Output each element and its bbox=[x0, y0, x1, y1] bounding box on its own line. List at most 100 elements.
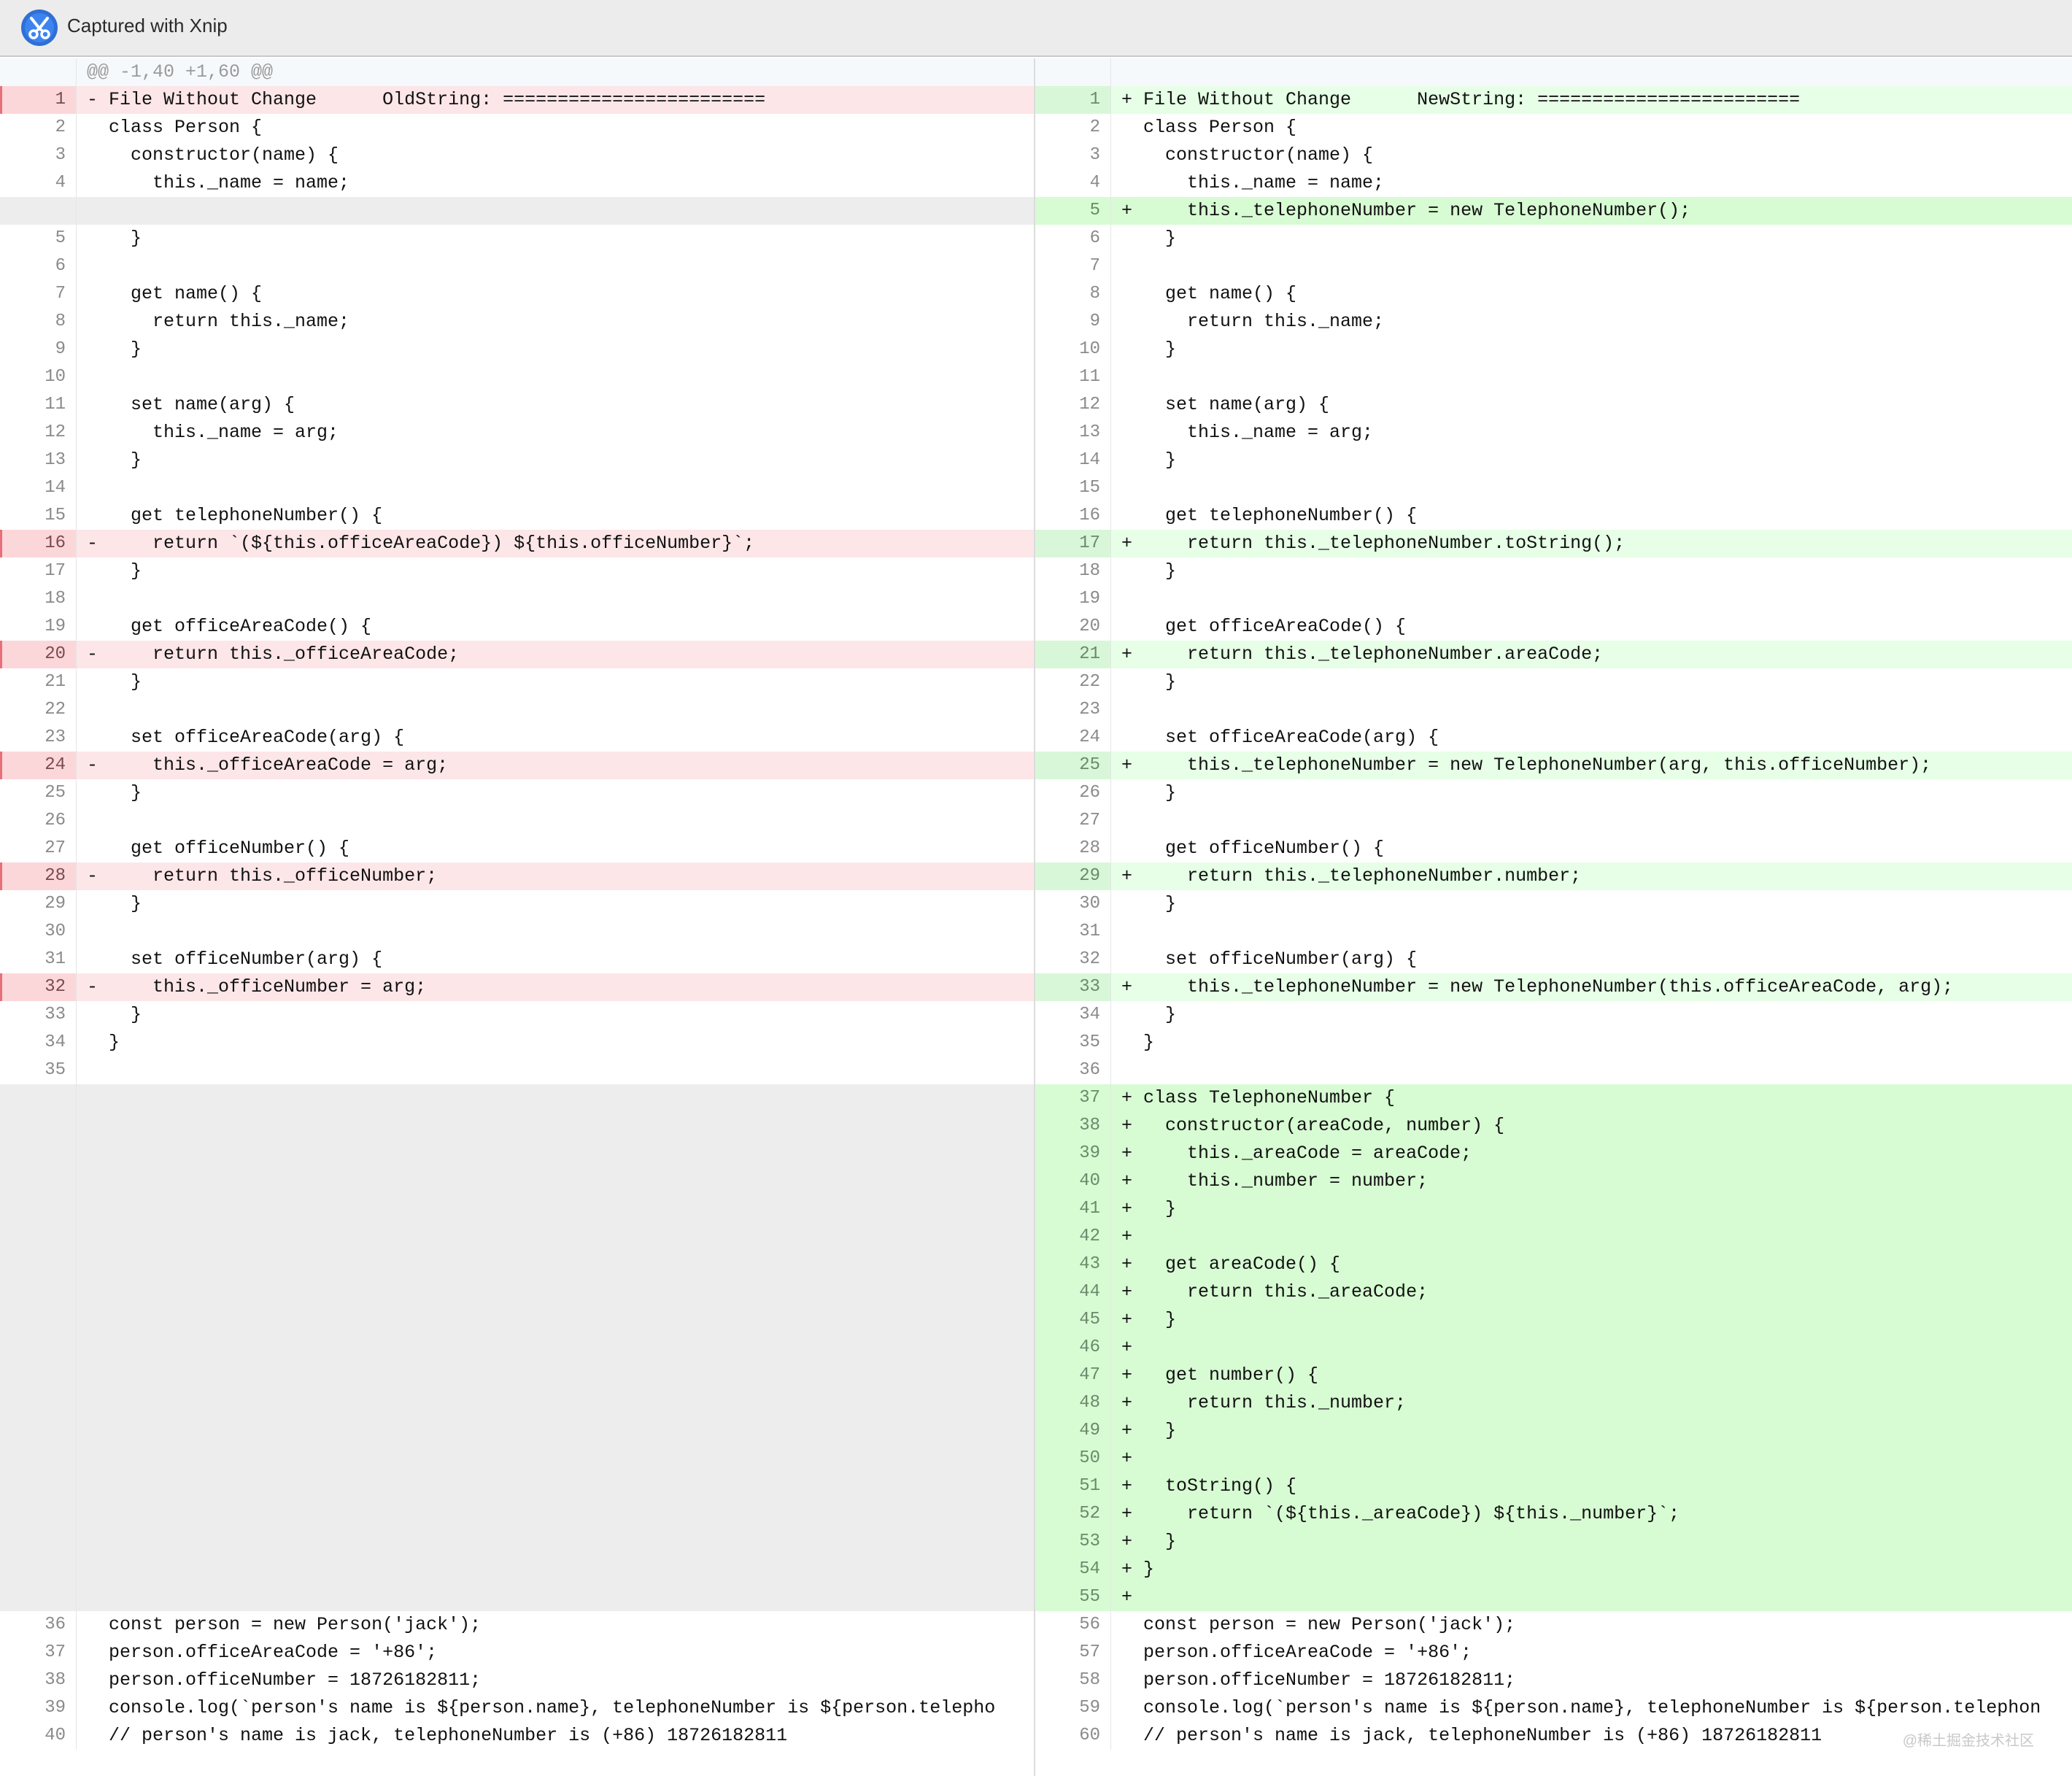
code-line-left[interactable] bbox=[76, 1583, 1035, 1611]
code-line-left[interactable]: set name(arg) { bbox=[76, 391, 1035, 419]
deleted-line[interactable]: - return this._officeAreaCode; bbox=[76, 641, 1035, 668]
code-line-left[interactable] bbox=[76, 1528, 1035, 1556]
code-line-left[interactable] bbox=[76, 474, 1035, 502]
code-line-right[interactable]: person.officeNumber = 18726182811; bbox=[1110, 1667, 2072, 1694]
added-line[interactable]: + this._number = number; bbox=[1110, 1167, 2072, 1195]
code-line-left[interactable]: constructor(name) { bbox=[76, 142, 1035, 169]
added-line[interactable]: + this._telephoneNumber = new TelephoneN… bbox=[1110, 752, 2072, 779]
code-line-right[interactable]: return this._name; bbox=[1110, 308, 2072, 336]
code-line-right[interactable]: get name() { bbox=[1110, 280, 2072, 308]
code-line-left[interactable] bbox=[76, 1445, 1035, 1472]
added-line[interactable]: + } bbox=[1110, 1306, 2072, 1334]
code-line-left[interactable] bbox=[76, 1195, 1035, 1223]
code-line-right[interactable]: set name(arg) { bbox=[1110, 391, 2072, 419]
code-line-left[interactable]: set officeNumber(arg) { bbox=[76, 946, 1035, 973]
code-line-right[interactable]: } bbox=[1110, 890, 2072, 918]
code-line-right[interactable]: } bbox=[1110, 668, 2072, 696]
added-line[interactable]: + this._telephoneNumber = new TelephoneN… bbox=[1110, 197, 2072, 225]
code-line-left[interactable] bbox=[76, 1417, 1035, 1445]
code-line-left[interactable] bbox=[76, 585, 1035, 613]
code-line-right[interactable] bbox=[1110, 807, 2072, 835]
code-line-left[interactable] bbox=[76, 1278, 1035, 1306]
code-line-right[interactable] bbox=[1110, 252, 2072, 280]
code-line-right[interactable] bbox=[1110, 918, 2072, 946]
added-line[interactable]: + return `(${this._areaCode}) ${this._nu… bbox=[1110, 1500, 2072, 1528]
added-line[interactable]: + bbox=[1110, 1334, 2072, 1362]
xnip-scissors-icon[interactable] bbox=[20, 9, 58, 47]
code-line-left[interactable] bbox=[76, 1084, 1035, 1112]
added-line[interactable]: + } bbox=[1110, 1556, 2072, 1583]
code-line-left[interactable]: } bbox=[76, 336, 1035, 363]
code-line-right[interactable]: class Person { bbox=[1110, 114, 2072, 142]
code-line-right[interactable]: this._name = arg; bbox=[1110, 419, 2072, 447]
code-line-left[interactable]: } bbox=[76, 1029, 1035, 1057]
code-line-left[interactable]: get telephoneNumber() { bbox=[76, 502, 1035, 530]
code-line-left[interactable] bbox=[76, 1140, 1035, 1167]
deleted-line[interactable]: - return `(${this.officeAreaCode}) ${thi… bbox=[76, 530, 1035, 557]
added-line[interactable]: + this._areaCode = areaCode; bbox=[1110, 1140, 2072, 1167]
added-line[interactable]: + class TelephoneNumber { bbox=[1110, 1084, 2072, 1112]
added-line[interactable]: + get number() { bbox=[1110, 1362, 2072, 1389]
code-line-left[interactable] bbox=[76, 252, 1035, 280]
code-line-right[interactable] bbox=[1110, 474, 2072, 502]
code-line-left[interactable] bbox=[76, 696, 1035, 724]
code-line-left[interactable] bbox=[76, 1472, 1035, 1500]
code-line-left[interactable]: } bbox=[76, 1001, 1035, 1029]
code-line-right[interactable]: console.log(`person's name is ${person.n… bbox=[1110, 1694, 2072, 1722]
added-line[interactable]: + return this._number; bbox=[1110, 1389, 2072, 1417]
code-line-left[interactable]: this._name = arg; bbox=[76, 419, 1035, 447]
pane-divider[interactable] bbox=[1034, 58, 1035, 1776]
code-line-right[interactable] bbox=[1110, 696, 2072, 724]
code-line-right[interactable] bbox=[1110, 585, 2072, 613]
deleted-line[interactable]: - this._officeAreaCode = arg; bbox=[76, 752, 1035, 779]
code-line-left[interactable]: // person's name is jack, telephoneNumbe… bbox=[76, 1722, 1035, 1750]
code-line-right[interactable]: set officeAreaCode(arg) { bbox=[1110, 724, 2072, 752]
code-line-right[interactable] bbox=[1110, 363, 2072, 391]
added-line[interactable]: + } bbox=[1110, 1195, 2072, 1223]
code-line-right[interactable]: get telephoneNumber() { bbox=[1110, 502, 2072, 530]
code-line-left[interactable]: person.officeAreaCode = '+86'; bbox=[76, 1639, 1035, 1667]
deleted-line[interactable]: - this._officeNumber = arg; bbox=[76, 973, 1035, 1001]
code-line-left[interactable] bbox=[76, 1112, 1035, 1140]
code-line-left[interactable]: console.log(`person's name is ${person.n… bbox=[76, 1694, 1035, 1722]
added-line[interactable]: + get areaCode() { bbox=[1110, 1251, 2072, 1278]
code-line-right[interactable]: } bbox=[1110, 779, 2072, 807]
code-line-left[interactable] bbox=[76, 197, 1035, 225]
code-line-right[interactable]: const person = new Person('jack'); bbox=[1110, 1611, 2072, 1639]
code-line-right[interactable]: } bbox=[1110, 336, 2072, 363]
code-line-right[interactable]: // person's name is jack, telephoneNumbe… bbox=[1110, 1722, 2072, 1750]
added-line[interactable]: + return this._telephoneNumber.toString(… bbox=[1110, 530, 2072, 557]
added-line[interactable]: + bbox=[1110, 1223, 2072, 1251]
code-line-left[interactable]: const person = new Person('jack'); bbox=[76, 1611, 1035, 1639]
code-line-left[interactable]: set officeAreaCode(arg) { bbox=[76, 724, 1035, 752]
code-line-left[interactable] bbox=[76, 1251, 1035, 1278]
code-line-right[interactable]: set officeNumber(arg) { bbox=[1110, 946, 2072, 973]
code-line-right[interactable]: } bbox=[1110, 447, 2072, 474]
code-line-left[interactable]: this._name = name; bbox=[76, 169, 1035, 197]
added-line[interactable]: + this._telephoneNumber = new TelephoneN… bbox=[1110, 973, 2072, 1001]
code-line-right[interactable]: get officeAreaCode() { bbox=[1110, 613, 2072, 641]
code-line-left[interactable] bbox=[76, 1389, 1035, 1417]
added-line[interactable]: + File Without Change NewString: =======… bbox=[1110, 86, 2072, 114]
code-line-left[interactable]: } bbox=[76, 557, 1035, 585]
added-line[interactable]: + } bbox=[1110, 1417, 2072, 1445]
code-line-left[interactable] bbox=[76, 918, 1035, 946]
code-line-left[interactable] bbox=[76, 1167, 1035, 1195]
code-line-left[interactable] bbox=[76, 807, 1035, 835]
code-line-right[interactable] bbox=[1110, 1057, 2072, 1084]
added-line[interactable]: + constructor(areaCode, number) { bbox=[1110, 1112, 2072, 1140]
code-line-left[interactable]: class Person { bbox=[76, 114, 1035, 142]
code-line-left[interactable]: } bbox=[76, 890, 1035, 918]
code-line-left[interactable]: get name() { bbox=[76, 280, 1035, 308]
code-line-left[interactable] bbox=[76, 1556, 1035, 1583]
code-line-right[interactable]: } bbox=[1110, 225, 2072, 252]
added-line[interactable]: + bbox=[1110, 1583, 2072, 1611]
code-line-right[interactable]: } bbox=[1110, 557, 2072, 585]
code-line-left[interactable]: return this._name; bbox=[76, 308, 1035, 336]
code-line-left[interactable] bbox=[76, 1306, 1035, 1334]
code-line-left[interactable]: } bbox=[76, 225, 1035, 252]
code-line-right[interactable]: } bbox=[1110, 1001, 2072, 1029]
code-line-left[interactable]: get officeNumber() { bbox=[76, 835, 1035, 862]
code-line-left[interactable] bbox=[76, 1334, 1035, 1362]
added-line[interactable]: + toString() { bbox=[1110, 1472, 2072, 1500]
